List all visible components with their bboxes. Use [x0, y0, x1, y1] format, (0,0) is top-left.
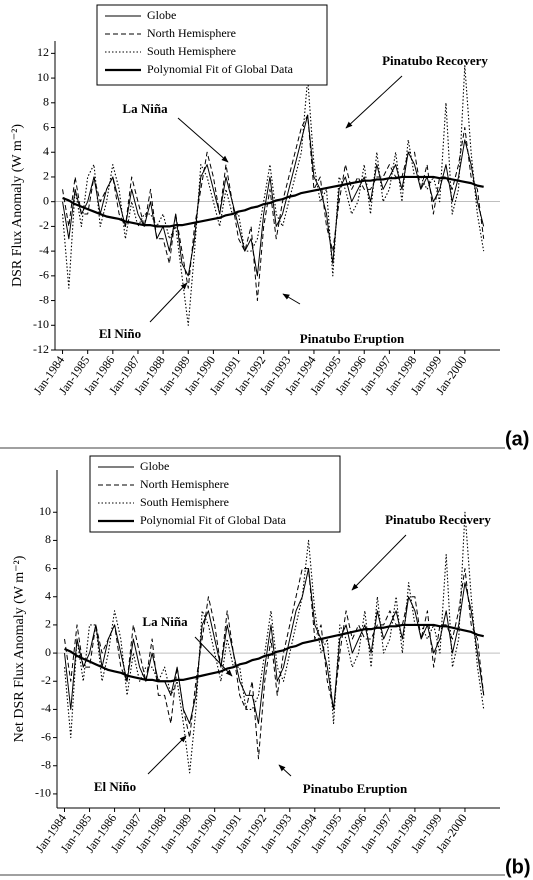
y-tick-label: -10 [35, 786, 51, 800]
annotation: El Niño [94, 779, 136, 794]
annotation: El Niño [99, 326, 141, 341]
y-tick-label: -8 [39, 292, 49, 306]
annotation: La Niña [122, 101, 168, 116]
legend-box [96, 4, 328, 86]
annotation-arrow [345, 75, 403, 129]
y-tick-label: 6 [43, 119, 49, 133]
y-axis-label: Net DSR Flux Anomaly (W m⁻²) [12, 555, 27, 742]
series-line [61, 65, 485, 326]
y-tick-label: 4 [45, 589, 51, 603]
y-tick-label: -4 [39, 243, 49, 257]
annotation: La Niña [142, 614, 188, 629]
annotation-arrow [278, 764, 292, 777]
y-tick-label: 2 [43, 169, 49, 183]
panel-label: (a) [505, 428, 529, 450]
legend-box [89, 455, 341, 533]
series-line [64, 623, 484, 683]
y-tick-label: -6 [39, 268, 49, 282]
annotation-arrow [351, 534, 407, 591]
y-tick-label: 6 [45, 560, 51, 574]
y-axis-label: DSR Flux Anomaly (W m⁻²) [10, 124, 25, 287]
annotation: Pinatubo Eruption [303, 781, 408, 796]
legend-label: South Hemisphere [140, 495, 229, 509]
y-tick-label: 0 [45, 645, 51, 659]
legend-label: North Hemisphere [140, 477, 229, 491]
annotation: Pinatubo Eruption [300, 331, 405, 346]
legend-label: North Hemisphere [147, 26, 236, 40]
chart-panel: -12-10-8-6-4-2024681012Jan-1984Jan-1985J… [0, 4, 529, 450]
y-tick-label: -4 [41, 701, 51, 715]
annotation: Pinatubo Recovery [385, 512, 491, 527]
y-tick-label: -2 [39, 218, 49, 232]
series-line [64, 568, 485, 760]
series-line [63, 511, 485, 774]
chart-panel: -10-8-6-4-20246810Jan-1984Jan-1985Jan-19… [0, 455, 531, 878]
y-tick-label: 10 [37, 70, 49, 84]
y-tick-label: 2 [45, 617, 51, 631]
annotation-arrow [194, 636, 233, 677]
y-tick-label: 8 [43, 95, 49, 109]
series-line [62, 114, 485, 277]
annotation-arrow [147, 735, 187, 775]
annotation-arrow [149, 282, 188, 323]
y-tick-label: 4 [43, 144, 49, 158]
legend-label: South Hemisphere [147, 44, 236, 58]
legend-label: Globe [140, 459, 169, 473]
y-tick-label: 10 [39, 504, 51, 518]
annotation: Pinatubo Recovery [382, 53, 488, 68]
y-tick-label: 0 [43, 193, 49, 207]
y-tick-label: 12 [37, 45, 49, 59]
y-tick-label: -10 [33, 317, 49, 331]
legend-label: Globe [147, 8, 176, 22]
y-tick-label: -2 [41, 673, 51, 687]
y-tick-label: -8 [41, 758, 51, 772]
legend-label: Polynomial Fit of Global Data [140, 513, 287, 527]
annotation-arrow [177, 117, 229, 163]
y-tick-label: -12 [33, 342, 49, 356]
panel-label: (b) [505, 856, 531, 878]
legend-label: Polynomial Fit of Global Data [147, 62, 294, 76]
y-tick-label: -6 [41, 729, 51, 743]
y-tick-label: 8 [45, 532, 51, 546]
series-line [62, 175, 484, 228]
series-line [64, 568, 485, 724]
series-line [62, 114, 485, 302]
annotation-arrow [282, 293, 301, 305]
